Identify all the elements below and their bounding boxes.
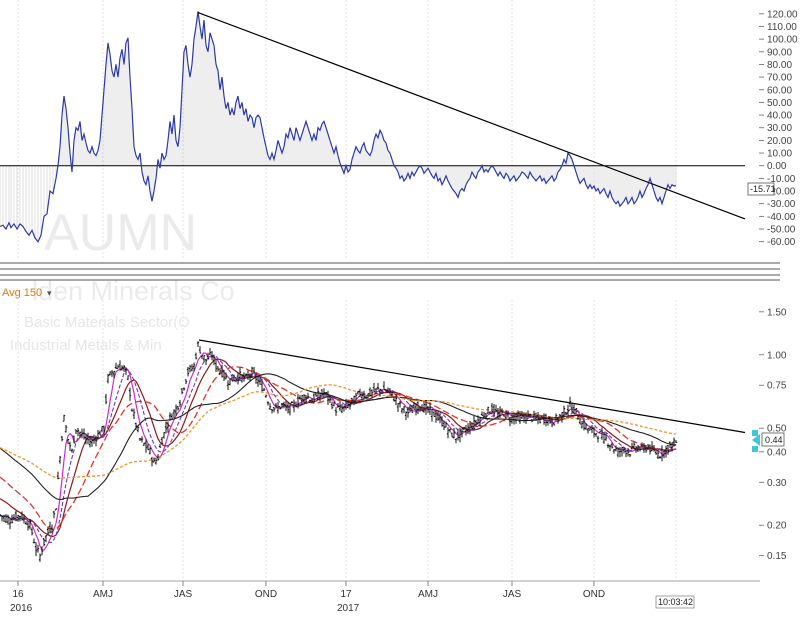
x-year-label: 2016 xyxy=(10,603,33,614)
moving-average-20 xyxy=(0,354,677,544)
moving-averages xyxy=(0,352,677,551)
x-year-label: 2017 xyxy=(337,603,360,614)
x-tick-label: AMJ xyxy=(93,589,113,600)
moving-average-150 xyxy=(0,384,677,479)
watermark-ticker: AUMN xyxy=(44,204,197,262)
y-tick-label: 60.00 xyxy=(767,85,792,96)
y-tick-label: 30.00 xyxy=(767,123,792,134)
y-tick-label: 120.00 xyxy=(767,9,798,20)
y-tick-label: 0.75 xyxy=(767,381,787,392)
time-value: 10:03:42 xyxy=(658,597,693,607)
moving-average-50 xyxy=(0,366,677,530)
oscillator-line xyxy=(0,11,677,243)
y-tick-label: 10.00 xyxy=(767,149,792,160)
moving-average-90 xyxy=(0,373,677,501)
chevron-down-icon[interactable]: ▾ xyxy=(47,288,52,298)
y-tick-label: 70.00 xyxy=(767,73,792,84)
y-tick-label: 110.00 xyxy=(767,22,797,33)
y-tick-label: 80.00 xyxy=(767,60,792,71)
x-tick-label: OND xyxy=(583,589,605,600)
y-tick-label: 0.40 xyxy=(767,447,787,458)
y-tick-label: 0.20 xyxy=(767,521,787,532)
x-tick-label: 17 xyxy=(340,589,352,600)
y-tick-label: -60.00 xyxy=(767,237,796,248)
oscillator-trendline[interactable] xyxy=(197,11,746,220)
oscillator-last-value-tag: -15.71 xyxy=(747,182,776,196)
y-tick-label: -50.00 xyxy=(767,225,796,236)
moving-average-30 xyxy=(0,358,677,538)
y-tick-label: 0.00 xyxy=(767,161,787,172)
y-tick-label: 0.50 xyxy=(767,424,787,435)
y-tick-label: -40.00 xyxy=(767,212,796,223)
last-price-marker: 0.44 xyxy=(752,430,785,452)
y-tick-label: 40.00 xyxy=(767,111,792,122)
y-tick-label: 0.30 xyxy=(767,478,787,489)
x-axis: 16 AMJ JAS OND 17 AMJ JAS OND 2016 2017 xyxy=(0,580,760,614)
watermark-sector: Basic Materials Sector(O xyxy=(24,314,190,331)
y-tick-label: 90.00 xyxy=(767,47,792,58)
panel-separator[interactable] xyxy=(0,262,780,281)
time-stamp: 10:03:42 xyxy=(655,595,695,609)
y-tick-label: 1.00 xyxy=(767,350,787,361)
y-tick-label: 20.00 xyxy=(767,136,792,147)
last-price-value: 0.44 xyxy=(765,435,783,445)
watermark-industry: Industrial Metals & Min xyxy=(10,337,162,354)
y-tick-label: 0.15 xyxy=(767,551,787,562)
y-tick-label: -20.00 xyxy=(767,187,796,198)
x-tick-label: 16 xyxy=(12,589,24,600)
price-y-axis: 1.50 1.00 0.75 0.50 0.40 0.30 0.20 0.15 xyxy=(759,307,787,562)
watermark-company: lden Minerals Co xyxy=(32,276,235,306)
y-tick-label: 50.00 xyxy=(767,98,792,109)
y-tick-label: 100.00 xyxy=(767,35,798,46)
x-tick-label: AMJ xyxy=(418,589,438,600)
oscillator-last-value: -15.71 xyxy=(750,184,776,194)
x-tick-label: JAS xyxy=(503,589,522,600)
moving-average-10 xyxy=(0,352,677,551)
oscillator-grid xyxy=(17,0,677,258)
price-bars xyxy=(0,341,678,562)
indicator-label[interactable]: Avg 150 xyxy=(2,287,42,299)
y-tick-label: -10.00 xyxy=(767,174,796,185)
price-trendline[interactable] xyxy=(198,339,746,434)
x-tick-label: JAS xyxy=(174,589,193,600)
x-tick-label: OND xyxy=(255,589,277,600)
y-tick-label: 1.50 xyxy=(767,307,787,318)
y-tick-label: -30.00 xyxy=(767,199,796,210)
